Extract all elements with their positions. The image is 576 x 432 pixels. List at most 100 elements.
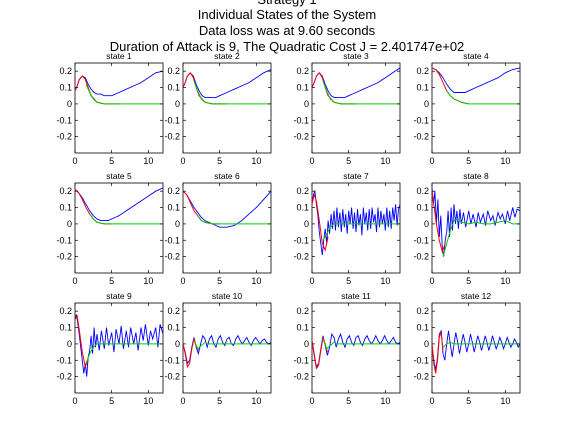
- series-line-green: [442, 341, 520, 348]
- series-line-red: [75, 314, 89, 369]
- subplot-title: state 6: [214, 171, 240, 181]
- x-tick-label: 5: [109, 156, 114, 166]
- series-line-blue: [75, 187, 163, 222]
- y-tick-label: 0: [175, 339, 180, 349]
- subplot-title: state 2: [214, 51, 240, 61]
- y-tick-label: -0.1: [293, 355, 309, 365]
- y-tick-label: 0.1: [416, 323, 429, 333]
- x-tick-label: 0: [180, 276, 185, 286]
- subplot-7: 0 5 10 -0.2 -0.1 0 0.1 0.2 state 7: [293, 171, 401, 286]
- series-group: [75, 187, 163, 225]
- series-group: [432, 67, 520, 105]
- y-tick-label: -0.1: [56, 355, 72, 365]
- axes-box: [431, 302, 521, 394]
- y-tick-label: 0.1: [59, 323, 72, 333]
- series-group: [183, 190, 271, 228]
- y-tick-label: 0.1: [59, 203, 72, 213]
- y-tick-label: -0.2: [413, 132, 429, 142]
- series-line-green: [89, 213, 163, 225]
- subplot-2: 0 5 10 -0.2 -0.1 0 0.1 0.2 state 2: [164, 51, 272, 166]
- series-line-red: [432, 332, 444, 374]
- series-line-red: [432, 191, 446, 254]
- y-tick-label: 0.1: [296, 203, 309, 213]
- x-tick-label: 0: [180, 156, 185, 166]
- axes-box: [311, 62, 401, 154]
- figure-title-line-2: Individual States of the System: [198, 7, 376, 22]
- x-tick-label: 0: [72, 396, 77, 406]
- y-tick-label: 0.1: [416, 203, 429, 213]
- y-tick-label: -0.2: [56, 132, 72, 142]
- y-tick-label: 0.1: [296, 83, 309, 93]
- x-tick-label: 10: [143, 276, 153, 286]
- y-tick-label: -0.1: [164, 235, 180, 245]
- x-tick-label: 0: [72, 156, 77, 166]
- subplot-11: 0 5 10 -0.2 -0.1 0 0.1 0.2 state 11: [293, 291, 401, 406]
- x-tick-label: 10: [500, 276, 510, 286]
- x-tick-label: 5: [217, 156, 222, 166]
- series-line-blue: [75, 314, 163, 377]
- x-tick-label: 5: [466, 396, 471, 406]
- series-line-green: [446, 90, 520, 105]
- figure-title-line-3: Data loss was at 9.60 seconds: [199, 23, 376, 38]
- y-tick-label: -0.1: [413, 355, 429, 365]
- y-tick-label: -0.2: [293, 132, 309, 142]
- y-tick-label: 0.2: [296, 66, 309, 76]
- series-line-green: [85, 343, 163, 364]
- y-tick-label: 0.1: [296, 323, 309, 333]
- y-tick-label: 0: [175, 99, 180, 109]
- axes-box: [311, 302, 401, 394]
- y-tick-label: 0: [304, 219, 309, 229]
- y-tick-label: -0.2: [56, 252, 72, 262]
- y-tick-label: 0.2: [416, 66, 429, 76]
- y-tick-label: 0: [67, 339, 72, 349]
- y-tick-label: -0.1: [164, 355, 180, 365]
- subplot-title: state 10: [212, 291, 243, 301]
- x-tick-label: 0: [429, 396, 434, 406]
- x-tick-label: 5: [466, 156, 471, 166]
- y-tick-label: 0.2: [296, 306, 309, 316]
- y-tick-label: 0.2: [167, 186, 180, 196]
- figure-title-line-1: Strategy 1: [257, 0, 316, 7]
- axes-box: [182, 182, 272, 274]
- y-tick-label: 0.2: [296, 186, 309, 196]
- x-tick-label: 10: [500, 396, 510, 406]
- y-tick-label: 0.2: [59, 66, 72, 76]
- series-line-green: [193, 80, 271, 105]
- x-tick-label: 0: [429, 276, 434, 286]
- y-tick-label: 0.1: [167, 323, 180, 333]
- x-tick-label: 10: [380, 156, 390, 166]
- y-tick-label: 0.1: [416, 83, 429, 93]
- y-tick-label: -0.2: [293, 252, 309, 262]
- subplot-6: 0 5 10 -0.2 -0.1 0 0.1 0.2 state 6: [164, 171, 272, 286]
- y-tick-label: 0.2: [416, 306, 429, 316]
- subplot-4: 0 5 10 -0.2 -0.1 0 0.1 0.2 state 4: [413, 51, 521, 166]
- series-group: [312, 67, 400, 105]
- series-line-green: [322, 338, 400, 350]
- y-tick-label: 0: [424, 219, 429, 229]
- series-line-green: [322, 80, 400, 105]
- subplot-3: 0 5 10 -0.2 -0.1 0 0.1 0.2 state 3: [293, 51, 401, 166]
- series-line-blue: [312, 332, 400, 368]
- y-tick-label: -0.1: [413, 235, 429, 245]
- subplot-title: state 4: [463, 51, 489, 61]
- x-tick-label: 5: [346, 396, 351, 406]
- x-tick-label: 5: [217, 276, 222, 286]
- series-line-blue: [432, 67, 520, 93]
- subplot-grid: 0 5 10 -0.2 -0.1 0 0.1 0.2 state 10 5 10 -0.2 -0.1 0 0…: [56, 51, 521, 406]
- x-tick-label: 10: [251, 276, 261, 286]
- y-tick-label: -0.2: [164, 132, 180, 142]
- subplot-title: state 3: [343, 51, 369, 61]
- x-tick-label: 5: [109, 396, 114, 406]
- series-group: [75, 314, 163, 377]
- y-tick-label: 0: [67, 219, 72, 229]
- series-group: [183, 69, 271, 105]
- x-tick-label: 0: [309, 276, 314, 286]
- x-tick-label: 10: [143, 396, 153, 406]
- x-tick-label: 10: [251, 156, 261, 166]
- x-tick-label: 10: [380, 396, 390, 406]
- y-tick-label: 0.1: [167, 83, 180, 93]
- series-line-green: [322, 223, 400, 241]
- series-line-blue: [183, 334, 271, 365]
- y-tick-label: -0.1: [293, 235, 309, 245]
